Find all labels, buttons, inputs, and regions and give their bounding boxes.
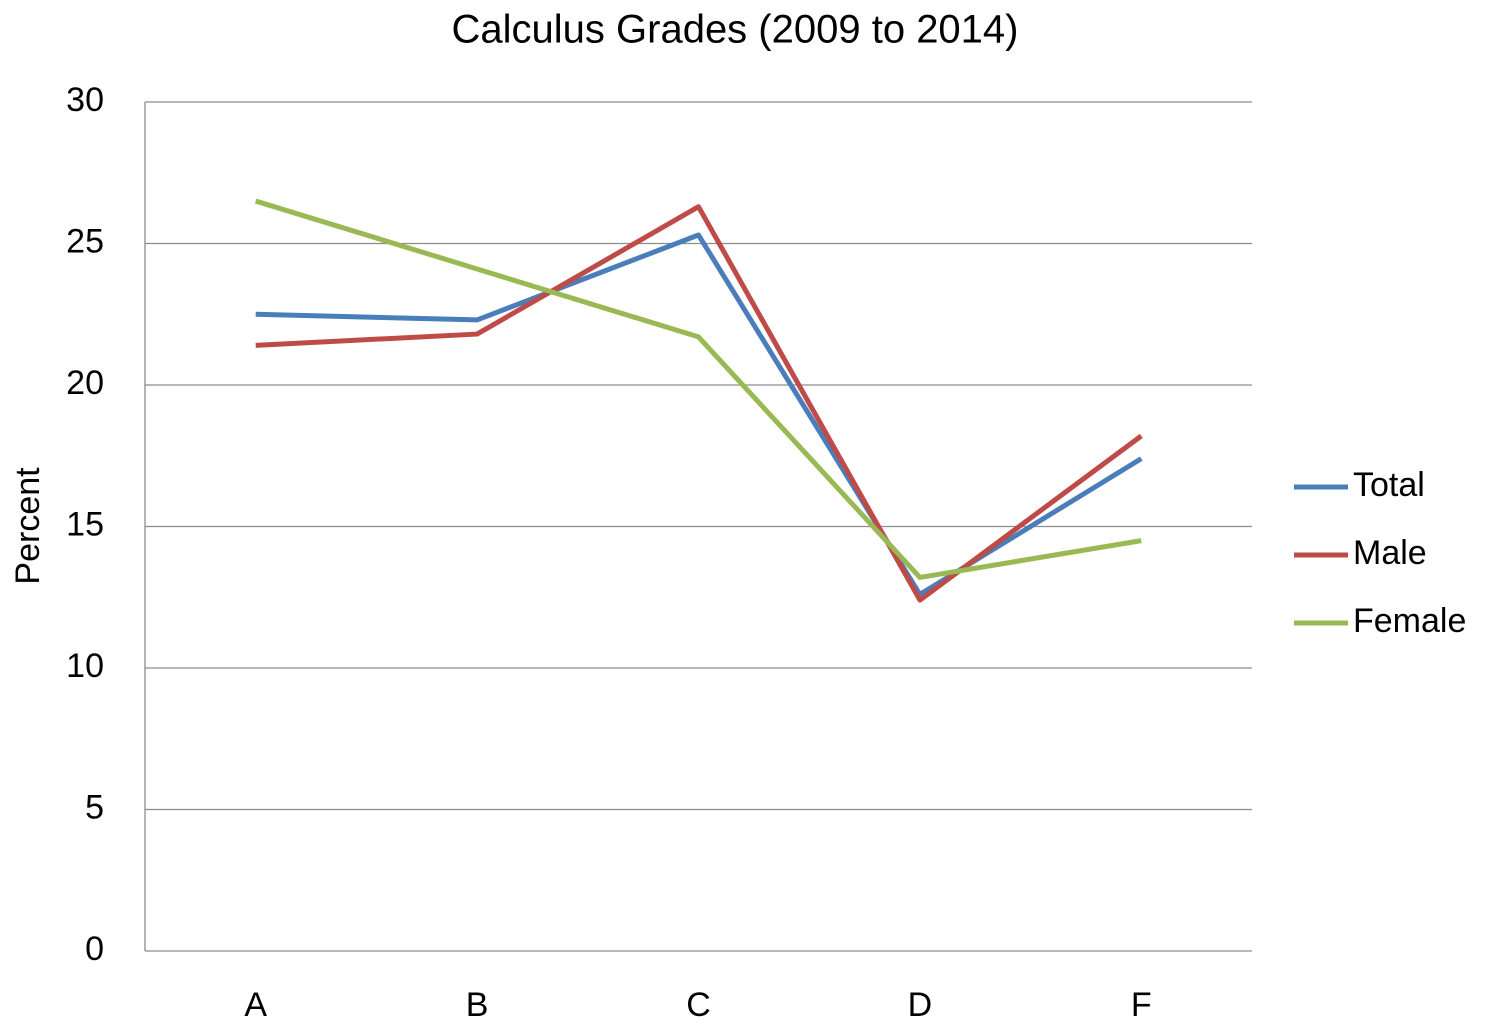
y-tick-label: 5 <box>85 788 104 826</box>
y-tick-label: 20 <box>66 364 104 402</box>
y-tick-label: 0 <box>85 930 104 968</box>
y-tick-label: 15 <box>66 505 104 543</box>
chart-title: Calculus Grades (2009 to 2014) <box>452 8 1019 52</box>
legend-label: Male <box>1353 534 1427 572</box>
y-tick-label: 25 <box>66 222 104 260</box>
y-tick-label: 30 <box>66 81 104 119</box>
x-tick-label: C <box>686 986 711 1024</box>
x-tick-label: F <box>1131 986 1152 1024</box>
x-tick-label: B <box>466 986 489 1024</box>
line-series <box>254 198 1142 580</box>
y-axis-label: Percent <box>9 467 47 585</box>
legend-label: Total <box>1353 466 1425 504</box>
x-tick-label: A <box>244 986 267 1024</box>
line-series <box>255 204 1143 603</box>
y-tick-label: 10 <box>66 647 104 685</box>
x-tick-label: D <box>908 986 933 1024</box>
line-series <box>255 232 1143 597</box>
legend-label: Female <box>1353 602 1466 640</box>
